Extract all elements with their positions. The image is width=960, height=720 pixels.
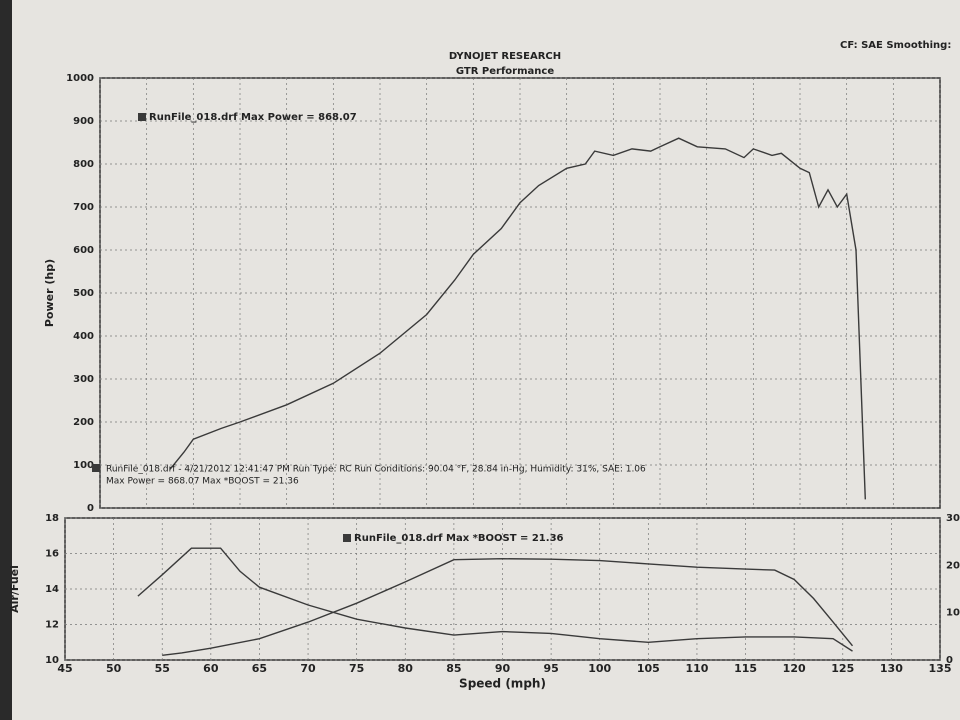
y2-tick-label: 30 [946,513,960,524]
x-tick-label: 135 [929,662,952,675]
x-tick-label: 70 [300,662,316,675]
y-axis-label: Air/Fuel [8,565,21,613]
x-tick-label: 100 [588,662,611,675]
x-tick-label: 45 [57,662,72,675]
y-tick-label: 0 [87,503,94,514]
legend-label: RunFile_018.drf Max *BOOST = 21.36 [354,533,564,544]
y-tick-label: 10 [45,655,59,666]
annotation-swatch [92,464,100,472]
x-tick-label: 75 [349,662,364,675]
x-tick-label: 95 [543,662,558,675]
data-line [137,547,853,652]
x-tick-label: 85 [446,662,461,675]
y2-tick-label: 10 [946,608,960,619]
y-tick-label: 400 [73,331,94,342]
paper [12,0,960,720]
annotation: RunFile_018.drf - 4/21/2012 12:41:47 PM … [106,465,646,475]
x-tick-label: 50 [106,662,122,675]
y-axis-label: Power (hp) [43,259,56,327]
y-tick-label: 100 [73,460,94,471]
y-tick-label: 16 [45,549,59,560]
y-tick-label: 18 [45,513,59,524]
y-tick-label: 200 [73,417,94,428]
y2-tick-label: 20 [946,560,960,571]
legend-label: RunFile_018.drf Max Power = 868.07 [149,112,357,123]
chart-title: DYNOJET RESEARCH [449,51,561,62]
y-tick-label: 12 [45,620,59,631]
y2-tick-label: 0 [946,655,953,666]
settings-label: CF: SAE Smoothing: [840,40,951,51]
y-tick-label: 1000 [66,73,94,84]
x-tick-label: 105 [637,662,660,675]
x-tick-label: 125 [831,662,854,675]
x-tick-label: 55 [155,662,170,675]
legend-swatch [343,534,351,542]
x-tick-label: 110 [685,662,708,675]
x-tick-label: 115 [734,662,757,675]
x-axis-label: Speed (mph) [459,677,546,691]
x-tick-label: 120 [783,662,806,675]
x-tick-label: 65 [252,662,267,675]
y-tick-label: 700 [73,202,94,213]
data-line [162,557,854,656]
y-tick-label: 500 [73,288,94,299]
x-tick-label: 130 [880,662,903,675]
x-tick-label: 60 [203,662,219,675]
annotation: Max Power = 868.07 Max *BOOST = 21.36 [106,477,299,487]
y-tick-label: 900 [73,116,94,127]
y-tick-label: 300 [73,374,94,385]
y-tick-label: 14 [45,584,59,595]
chart-subtitle: GTR Performance [456,66,554,77]
data-line [169,137,866,500]
legend-swatch [138,113,146,121]
x-tick-label: 90 [495,662,511,675]
y-tick-label: 600 [73,245,94,256]
x-tick-label: 80 [398,662,414,675]
y-tick-label: 800 [73,159,94,170]
